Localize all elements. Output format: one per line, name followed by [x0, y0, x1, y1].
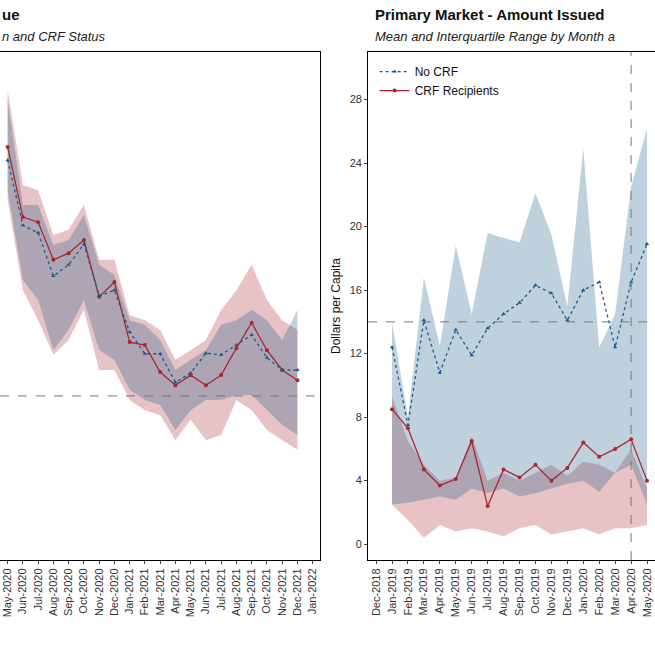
svg-text:Mean and Interquartile Range b: Mean and Interquartile Range by Month a: [375, 29, 615, 44]
svg-text:4: 4: [356, 474, 362, 486]
svg-text:Nov-2019: Nov-2019: [545, 568, 557, 616]
svg-text:24: 24: [350, 157, 362, 169]
svg-text:Feb-2020: Feb-2020: [593, 568, 605, 615]
svg-text:Jun-2020: Jun-2020: [16, 568, 28, 614]
svg-text:16: 16: [350, 284, 362, 296]
svg-text:Apr-2020: Apr-2020: [625, 568, 637, 613]
svg-text:Aug-2019: Aug-2019: [497, 568, 509, 616]
svg-text:0: 0: [356, 538, 362, 550]
svg-text:Dec-2019: Dec-2019: [561, 568, 573, 616]
svg-text:Jun-2019: Jun-2019: [465, 568, 477, 614]
svg-text:Sep-2021: Sep-2021: [245, 568, 257, 616]
svg-text:Nov-2020: Nov-2020: [93, 568, 105, 616]
svg-text:Dec-2020: Dec-2020: [108, 568, 120, 616]
svg-text:Mar-2021: Mar-2021: [154, 568, 166, 615]
svg-text:May-2020: May-2020: [641, 568, 653, 617]
svg-text:Dec-2021: Dec-2021: [291, 568, 303, 616]
svg-text:Dollars per Capita: Dollars per Capita: [329, 258, 343, 354]
svg-text:Sep-2020: Sep-2020: [62, 568, 74, 616]
svg-text:Mar-2020: Mar-2020: [609, 568, 621, 615]
svg-text:Aug-2020: Aug-2020: [47, 568, 59, 616]
svg-text:May-2019: May-2019: [449, 568, 461, 617]
svg-text:No CRF: No CRF: [415, 65, 458, 79]
svg-text:Jan-2022: Jan-2022: [306, 568, 318, 614]
svg-text:Jul-2019: Jul-2019: [481, 568, 493, 610]
svg-text:8: 8: [356, 411, 362, 423]
svg-text:Dec-2018: Dec-2018: [370, 568, 382, 616]
svg-text:20: 20: [350, 220, 362, 232]
svg-text:Sep-2019: Sep-2019: [513, 568, 525, 616]
svg-text:Jan-2021: Jan-2021: [123, 568, 135, 614]
svg-text:Oct-2021: Oct-2021: [260, 568, 272, 613]
svg-text:Feb-2021: Feb-2021: [138, 568, 150, 615]
svg-text:Apr-2021: Apr-2021: [169, 568, 181, 613]
svg-text:Primary Market - Amount Issued: Primary Market - Amount Issued: [375, 6, 605, 23]
svg-text:Jan-2020: Jan-2020: [577, 568, 589, 614]
svg-text:Oct-2019: Oct-2019: [529, 568, 541, 613]
svg-text:Mar-2019: Mar-2019: [417, 568, 429, 615]
svg-text:Jul-2020: Jul-2020: [32, 568, 44, 610]
svg-text:n and CRF Status: n and CRF Status: [2, 29, 106, 44]
svg-text:CRF Recipients: CRF Recipients: [415, 84, 499, 98]
svg-text:May-2020: May-2020: [1, 568, 13, 617]
svg-text:Jun-2021: Jun-2021: [199, 568, 211, 614]
svg-text:Apr-2019: Apr-2019: [433, 568, 445, 613]
svg-text:Aug-2021: Aug-2021: [230, 568, 242, 616]
svg-text:May-2021: May-2021: [184, 568, 196, 617]
svg-text:12: 12: [350, 347, 362, 359]
svg-text:Jan-2019: Jan-2019: [386, 568, 398, 614]
svg-text:ue: ue: [2, 6, 20, 23]
svg-text:Feb-2019: Feb-2019: [402, 568, 414, 615]
svg-text:Jul-2021: Jul-2021: [215, 568, 227, 610]
svg-text:Oct-2020: Oct-2020: [77, 568, 89, 613]
svg-text:Nov-2021: Nov-2021: [276, 568, 288, 616]
svg-text:28: 28: [350, 93, 362, 105]
